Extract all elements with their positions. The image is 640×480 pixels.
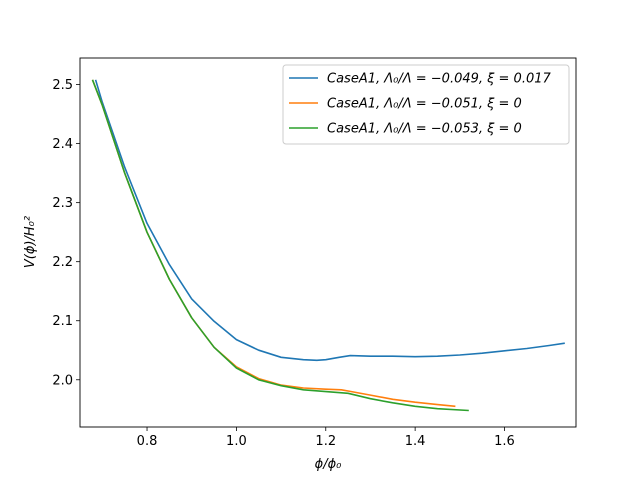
x-axis: 0.8 1.0 1.2 1.4 1.6 (137, 427, 515, 449)
y-tick-label: 2.1 (52, 314, 73, 329)
series-line-3 (91, 79, 469, 412)
y-axis: 2.0 2.1 2.2 2.3 2.4 2.5 (52, 78, 80, 388)
x-tick-label: 0.8 (137, 434, 158, 449)
y-tick-label: 2.4 (52, 137, 73, 152)
x-tick-label: 1.6 (494, 434, 515, 449)
x-tick-label: 1.4 (405, 434, 426, 449)
y-tick-label: 2.2 (52, 255, 73, 270)
legend: CaseA1, Λ₀/Λ = −0.049, ξ = 0.017 CaseA1, … (282, 64, 570, 145)
plot-lines (91, 79, 565, 412)
y-tick-label: 2.3 (52, 196, 73, 211)
plot-frame (79, 57, 577, 428)
x-tick-label: 1.0 (226, 434, 247, 449)
x-axis-label: ϕ/ϕ₀ (315, 457, 343, 472)
legend-label-2: CaseA1, Λ₀/Λ = −0.051, ξ = 0 (327, 97, 522, 112)
legend-label-3: CaseA1, Λ₀/Λ = −0.053, ξ = 0 (327, 122, 522, 137)
x-tick-label: 1.2 (315, 434, 336, 449)
y-axis-label: V(ϕ)/H₀² (23, 216, 38, 268)
legend-box (282, 64, 570, 145)
y-tick-label: 2.0 (52, 373, 73, 388)
y-tick-label: 2.5 (52, 78, 73, 93)
series-line-1 (94, 79, 565, 362)
legend-label-1: CaseA1, Λ₀/Λ = −0.049, ξ = 0.017 (327, 72, 552, 87)
